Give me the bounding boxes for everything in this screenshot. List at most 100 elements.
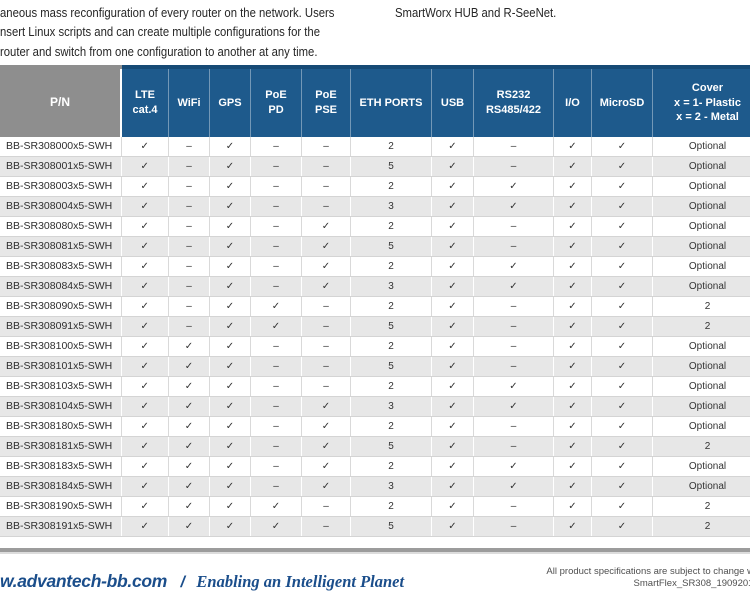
spec-cell: ✓ (209, 396, 251, 417)
spec-cell: ✓ (120, 336, 169, 357)
spec-cell: – (473, 436, 554, 457)
spec-cell: ✓ (553, 456, 592, 477)
spec-cell: – (301, 496, 351, 517)
spec-cell: Optional (652, 156, 750, 177)
spec-cell: ✓ (553, 416, 592, 437)
spec-cell: ✓ (553, 296, 592, 317)
spec-cell: 5 (350, 236, 432, 257)
table-row: BB-SR308101x5-SWH ✓ ✓ ✓ – –5 ✓ – ✓ ✓ Optional (0, 356, 750, 377)
spec-cell: 2 (350, 496, 432, 517)
spec-cell: ✓ (168, 476, 210, 497)
spec-cell: – (168, 276, 210, 297)
column-header: LTE cat.4 (121, 65, 169, 137)
spec-cell: 3 (350, 196, 432, 217)
table-row: BB-SR308190x5-SWH ✓ ✓ ✓ ✓ –2 ✓ – ✓ ✓ 2 (0, 496, 750, 517)
spec-cell: ✓ (209, 516, 251, 537)
part-number-cell: BB-SR308084x5-SWH (0, 276, 121, 297)
column-header-pn: P/N (0, 65, 122, 137)
spec-cell: ✓ (168, 376, 210, 397)
part-number-cell: BB-SR308101x5-SWH (0, 356, 121, 377)
spec-cell: ✓ (301, 216, 351, 237)
spec-cell: – (250, 336, 302, 357)
spec-cell: 5 (350, 356, 432, 377)
spec-cell: 2 (652, 436, 750, 457)
spec-cell: ✓ (209, 496, 251, 517)
spec-cell: ✓ (431, 476, 474, 497)
footer-separator: / (180, 574, 185, 591)
spec-cell: ✓ (250, 516, 302, 537)
footer-divider-bar (0, 548, 750, 552)
spec-cell: – (473, 236, 554, 257)
spec-cell: ✓ (591, 196, 653, 217)
spec-cell: ✓ (553, 176, 592, 197)
spec-cell: ✓ (431, 376, 474, 397)
spec-cell: – (301, 137, 351, 157)
part-number-cell: BB-SR308104x5-SWH (0, 396, 121, 417)
spec-cell: ✓ (209, 336, 251, 357)
spec-cell: – (301, 156, 351, 177)
part-number-cell: BB-SR308003x5-SWH (0, 176, 121, 197)
spec-cell: ✓ (431, 396, 474, 417)
spec-cell: – (473, 316, 554, 337)
spec-cell: ✓ (473, 176, 554, 197)
spec-cell: Optional (652, 336, 750, 357)
spec-cell: 5 (350, 156, 432, 177)
spec-cell: ✓ (209, 137, 251, 157)
spec-cell: ✓ (120, 476, 169, 497)
spec-cell: ✓ (431, 296, 474, 317)
spec-cell: ✓ (553, 376, 592, 397)
table-row: BB-SR308100x5-SWH ✓ ✓ ✓ – –2 ✓ – ✓ ✓ Optional (0, 336, 750, 357)
spec-cell: ✓ (301, 276, 351, 297)
spec-cell: ✓ (431, 156, 474, 177)
part-number-cell: BB-SR308184x5-SWH (0, 476, 121, 497)
spec-cell: – (168, 156, 210, 177)
spec-cell: – (473, 416, 554, 437)
table-row: BB-SR308000x5-SWH ✓ – ✓ – –2 ✓ – ✓ ✓ Optional (0, 137, 750, 157)
spec-cell: Optional (652, 396, 750, 417)
spec-cell: 2 (350, 376, 432, 397)
column-header: WiFi (168, 65, 210, 137)
spec-cell: ✓ (553, 316, 592, 337)
spec-cell: ✓ (591, 256, 653, 277)
spec-cell: ✓ (120, 416, 169, 437)
table-header-row: P/N LTE cat.4 WiFi GPS PoE PD PoE PSE ETH PORT… (0, 65, 750, 137)
spec-cell: ✓ (591, 216, 653, 237)
spec-cell: – (473, 496, 554, 517)
spec-cell: Optional (652, 256, 750, 277)
intro-right-line: SmartWorx HUB and R-SeeNet. (395, 5, 557, 20)
spec-cell: ✓ (431, 496, 474, 517)
spec-cell: ✓ (209, 316, 251, 337)
spec-cell: ✓ (553, 276, 592, 297)
spec-cell: ✓ (209, 416, 251, 437)
spec-cell: ✓ (431, 176, 474, 197)
intro-section: aneous mass reconfiguration of every rou… (0, 3, 750, 63)
footer-divider-shadow (0, 552, 750, 554)
spec-cell: ✓ (553, 216, 592, 237)
spec-cell: ✓ (209, 216, 251, 237)
part-number-cell: BB-SR308091x5-SWH (0, 316, 121, 337)
spec-cell: ✓ (431, 456, 474, 477)
spec-cell: 5 (350, 516, 432, 537)
spec-cell: ✓ (120, 236, 169, 257)
spec-cell: ✓ (209, 176, 251, 197)
spec-cell: ✓ (209, 376, 251, 397)
spec-cell: – (250, 256, 302, 277)
spec-cell: ✓ (591, 156, 653, 177)
spec-cell: ✓ (209, 236, 251, 257)
part-number-cell: BB-SR308004x5-SWH (0, 196, 121, 217)
spec-cell: – (250, 137, 302, 157)
spec-cell: ✓ (431, 516, 474, 537)
part-number-cell: BB-SR308190x5-SWH (0, 496, 121, 517)
spec-cell: – (473, 156, 554, 177)
part-number-cell: BB-SR308191x5-SWH (0, 516, 121, 537)
spec-cell: ✓ (473, 396, 554, 417)
column-header: I/O (553, 65, 592, 137)
footer-note-line-2: SmartFlex_SR308_19092017d (633, 577, 750, 589)
spec-cell: ✓ (591, 496, 653, 517)
footer-tagline: Enabling an Intelligent Planet (196, 572, 405, 591)
intro-left-line-3: router and switch from one configuration… (0, 43, 318, 59)
spec-cell: ✓ (553, 356, 592, 377)
spec-cell: ✓ (120, 516, 169, 537)
spec-cell: ✓ (120, 176, 169, 197)
table-row: BB-SR308003x5-SWH ✓ – ✓ – –2 ✓ ✓ ✓ ✓ Optional (0, 176, 750, 197)
